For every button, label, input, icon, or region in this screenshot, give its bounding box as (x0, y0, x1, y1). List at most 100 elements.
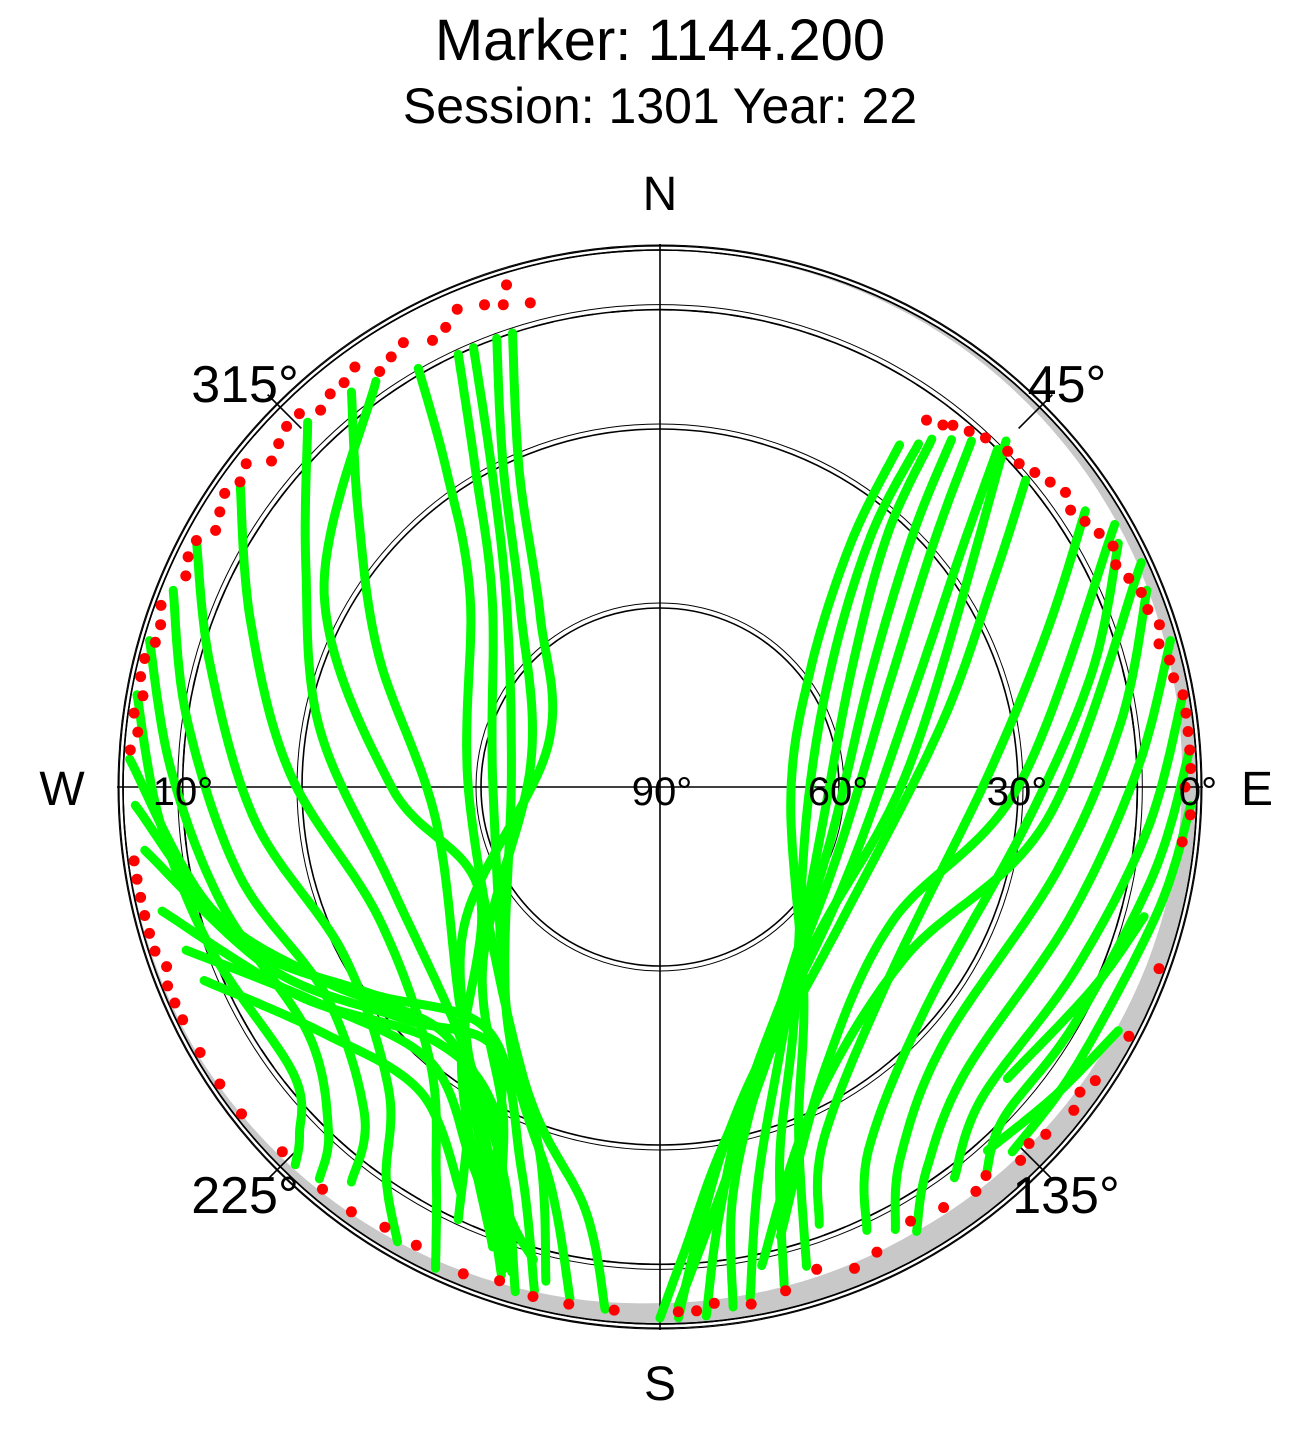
track-path (140, 845, 517, 1277)
endpoint-dot (180, 570, 192, 582)
azimuth-label-45: 45° (1028, 356, 1107, 414)
track-path (168, 585, 370, 1187)
endpoint-dot (236, 1108, 247, 1120)
track-path (775, 439, 923, 1290)
track-path (655, 475, 1031, 1323)
direction-east-label: E (1241, 763, 1273, 816)
satellite-track (140, 845, 517, 1277)
endpoint-dot (1142, 604, 1154, 615)
endpoint-dot (1029, 467, 1041, 478)
endpoint-dot (135, 671, 147, 683)
endpoint-dot (1179, 781, 1191, 793)
azimuth-tick-45 (1018, 394, 1053, 429)
endpoint-dot (1164, 654, 1175, 666)
endpoint-dot (281, 420, 293, 432)
direction-south-label: S (644, 1358, 676, 1411)
elevation-label-60: 60° (808, 770, 869, 814)
endpoint-dot (1123, 1030, 1135, 1042)
endpoint-dot (132, 726, 144, 738)
track-path (673, 436, 1011, 1311)
endpoint-dot (155, 599, 167, 611)
track-path (1002, 912, 1149, 1083)
endpoint-dot (1044, 476, 1056, 488)
endpoint-dot (1074, 1086, 1086, 1098)
endpoint-dot (349, 361, 361, 373)
elevation-label-90: 90° (632, 770, 693, 814)
track-path (199, 976, 466, 1200)
satellite-track (701, 436, 976, 1321)
endpoint-dot (124, 744, 136, 756)
endpoint-dot (947, 419, 959, 431)
endpoint-dot (970, 1185, 982, 1197)
endpoint-dot (427, 334, 438, 346)
endpoint-dot (980, 1170, 992, 1181)
satellite-track (745, 434, 937, 1303)
track-path (982, 1026, 1123, 1156)
track-path (235, 477, 442, 1273)
endpoint-dot (317, 1183, 328, 1195)
endpoint-dot (1015, 1154, 1027, 1166)
elevation-label-0: 0° (1179, 770, 1217, 814)
satellite-track (982, 1026, 1123, 1156)
endpoint-dot (182, 551, 194, 563)
satellite-track (1002, 912, 1149, 1083)
azimuth-tick-135 (1018, 1145, 1053, 1180)
endpoint-dot (169, 997, 181, 1009)
endpoint-dot (374, 366, 386, 377)
endpoint-dot (871, 1246, 883, 1258)
satellite-track (949, 690, 1188, 1183)
endpoint-dot (315, 404, 327, 416)
track-path (912, 636, 1175, 1236)
endpoint-dot (214, 506, 226, 518)
endpoint-dot (1002, 445, 1014, 457)
satellite-tracks (125, 328, 1196, 1323)
satellite-track (912, 636, 1175, 1236)
track-path (346, 387, 508, 1274)
endpoint-dot (921, 414, 932, 426)
endpoint-dot (691, 1305, 703, 1317)
azimuth-label-225: 225° (191, 1167, 299, 1225)
endpoint-dot (672, 1306, 684, 1318)
endpoint-dot (149, 945, 161, 957)
endpoint-dot (1153, 638, 1165, 650)
track-path (701, 436, 976, 1321)
endpoint-dot (161, 961, 173, 973)
satellite-track (181, 945, 498, 1226)
endpoint-dot (708, 1297, 720, 1309)
endpoint-dot (497, 299, 509, 311)
endpoint-dot (219, 487, 231, 499)
endpoint-dot (980, 432, 991, 444)
endpoint-dot (608, 1304, 620, 1316)
endpoint-dot (345, 1206, 357, 1218)
azimuth-tick-315 (267, 394, 302, 429)
endpoint-dot (397, 337, 409, 349)
endpoint-dot (240, 458, 252, 470)
endpoint-dot (144, 927, 155, 939)
endpoint-dot (1079, 515, 1091, 527)
track-path (745, 434, 937, 1303)
endpoint-dot (963, 425, 975, 437)
endpoint-dot (780, 1285, 792, 1297)
endpoint-dot (1168, 672, 1180, 684)
endpoint-dot (524, 297, 536, 309)
endpoint-dot (266, 455, 277, 467)
satellite-track (319, 376, 498, 1252)
satellite-track (859, 538, 1123, 1235)
endpoint-dot (451, 303, 463, 315)
endpoint-dot (1040, 1128, 1052, 1140)
endpoint-dot (1060, 486, 1071, 498)
satellite-track (890, 585, 1152, 1234)
endpoint-dot (149, 636, 161, 648)
track-path (191, 536, 402, 1247)
satellite-track (191, 536, 402, 1247)
azimuth-label-135: 135° (1012, 1167, 1120, 1225)
endpoint-dot (849, 1262, 860, 1274)
endpoint-dot (1013, 458, 1025, 470)
endpoint-dot (937, 419, 949, 431)
satellite-track (235, 477, 442, 1273)
satellite-track (655, 475, 1031, 1323)
satellite-track (199, 976, 466, 1200)
track-path (726, 435, 956, 1312)
endpoint-dot (128, 707, 140, 719)
endpoint-dot (385, 351, 397, 363)
